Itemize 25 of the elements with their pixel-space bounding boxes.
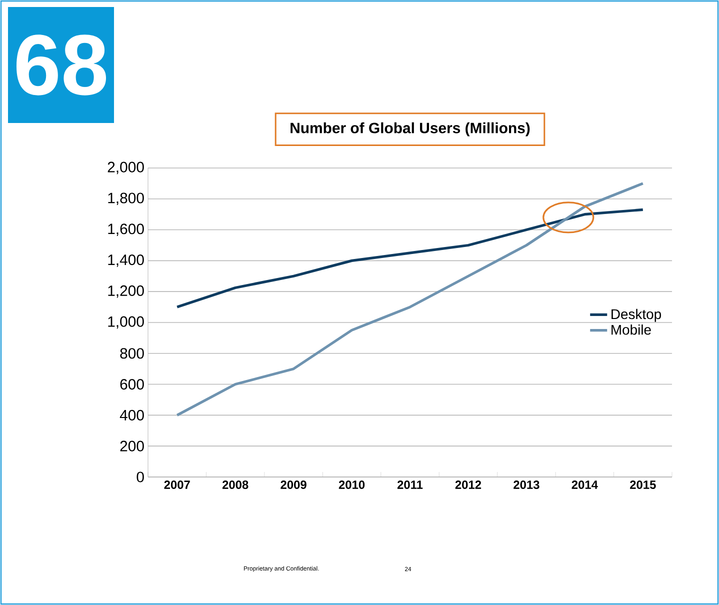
line-series [176,208,644,308]
y-tick-label: 400 [120,410,144,420]
y-tick-label: 200 [120,440,144,452]
x-tick-label: 2014 [572,480,598,489]
y-tick-label: 600 [120,378,144,390]
y-tick-label: 1,600 [108,224,144,236]
y-tick-label: 2,000 [108,162,144,174]
y-tick-label: 1,000 [108,316,144,329]
x-tick-label: 2008 [222,480,248,489]
chart-title: Number of Global Users (Millions) [290,122,530,136]
x-tick-label: 2013 [514,480,540,489]
legend-label: Desktop [612,308,661,322]
y-tick-label: 800 [120,348,144,359]
x-tick-label: 2012 [455,480,482,489]
x-tick-label: 2010 [338,480,365,489]
y-tick-label: 1,800 [108,192,144,206]
x-tick-label: 2015 [630,480,656,489]
x-tick-label: 2009 [280,480,306,489]
y-tick-label: 1,400 [108,254,144,267]
y-tick-label: 0 [136,472,144,482]
y-tick-label: 1,200 [108,285,144,298]
x-tick-label: 2007 [164,480,190,489]
legend-label: Mobile [612,324,651,335]
text: 68 [16,34,106,96]
x-tick-label: 2011 [397,480,423,489]
